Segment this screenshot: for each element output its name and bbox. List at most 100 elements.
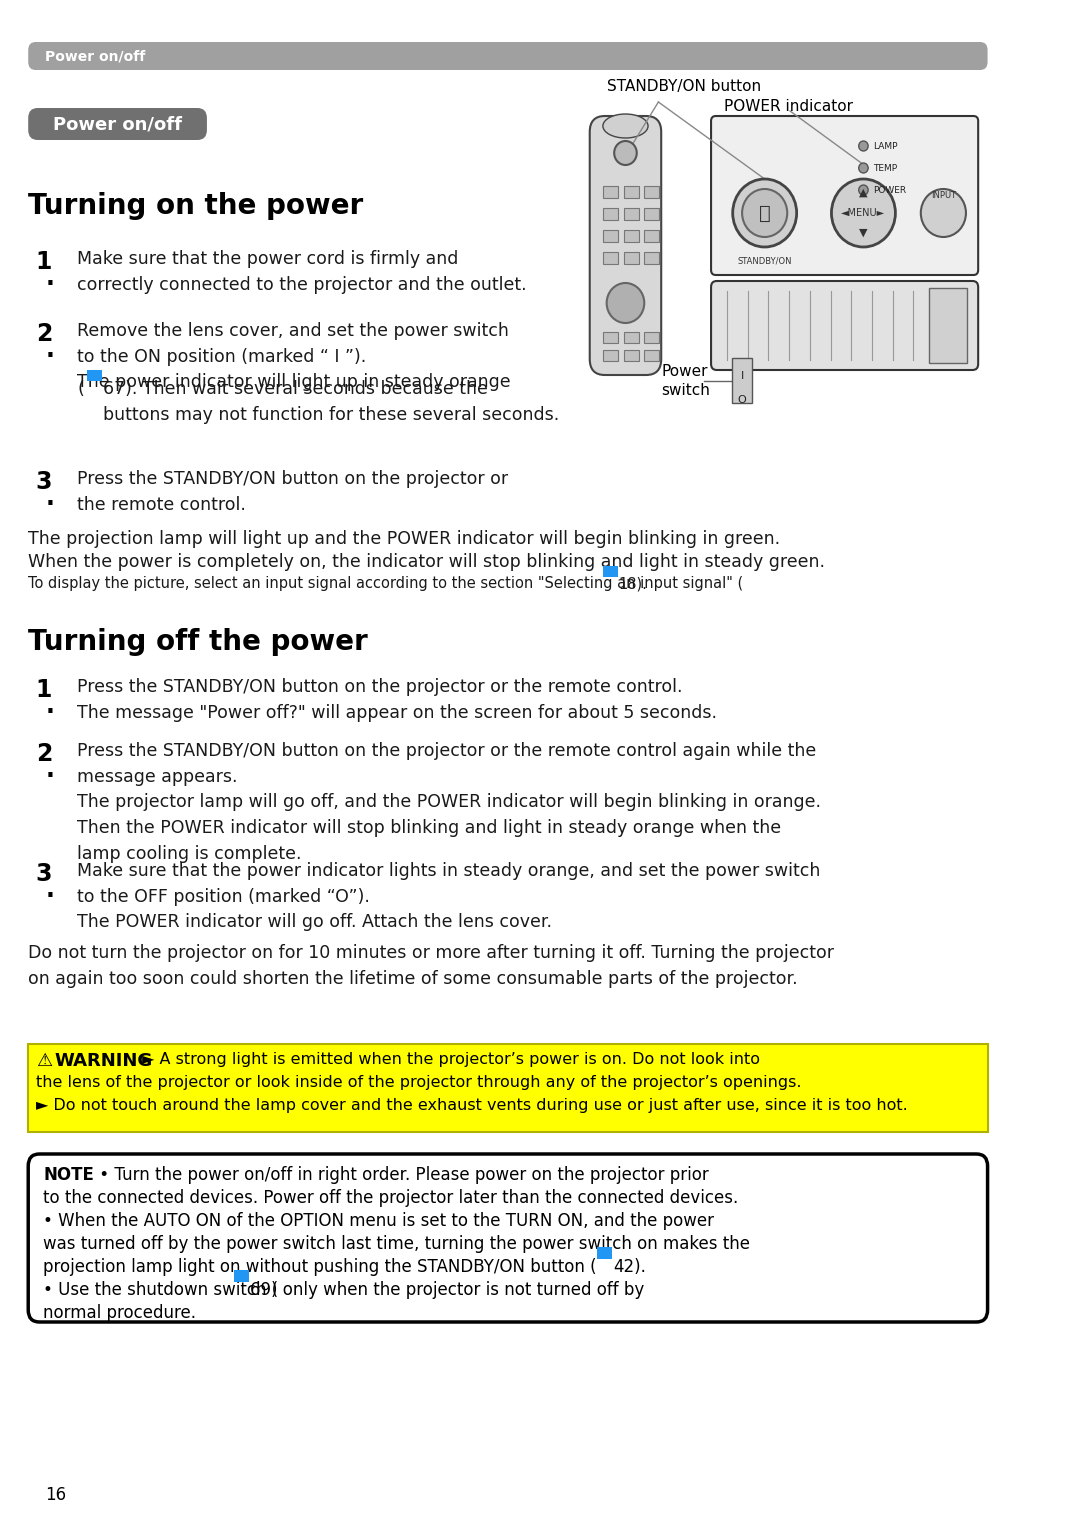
Circle shape [859, 141, 868, 152]
Text: STANDBY/ON: STANDBY/ON [738, 256, 792, 265]
Bar [645, 185, 659, 198]
FancyBboxPatch shape [711, 280, 978, 371]
Text: .: . [45, 878, 54, 902]
Bar [645, 251, 659, 264]
Bar [603, 185, 618, 198]
Text: 2: 2 [36, 741, 52, 766]
Circle shape [859, 185, 868, 195]
Bar [623, 185, 638, 198]
Text: 16: 16 [45, 1486, 66, 1504]
Circle shape [607, 283, 645, 323]
Text: TEMP: TEMP [873, 164, 897, 173]
Bar [603, 208, 618, 221]
Text: WARNING: WARNING [55, 1052, 152, 1069]
Text: 3: 3 [36, 470, 52, 493]
Bar [603, 565, 610, 578]
Text: 1: 1 [36, 679, 52, 702]
Text: .: . [45, 339, 54, 362]
Text: (: ( [77, 380, 84, 398]
Bar [645, 208, 659, 221]
Text: ▼: ▼ [860, 228, 867, 237]
Text: Power on/off: Power on/off [45, 49, 146, 63]
Circle shape [832, 179, 895, 247]
Bar [645, 332, 659, 343]
Bar [623, 251, 638, 264]
Bar [603, 349, 618, 362]
Text: POWER indicator: POWER indicator [725, 100, 853, 113]
FancyBboxPatch shape [28, 1154, 987, 1322]
Text: the lens of the projector or look inside of the projector through any of the pro: the lens of the projector or look inside… [36, 1075, 801, 1089]
Text: When the power is completely on, the indicator will stop blinking and light in s: When the power is completely on, the ind… [28, 553, 825, 571]
Text: Remove the lens cover, and set the power switch
to the ON position (marked “ I ”: Remove the lens cover, and set the power… [77, 322, 511, 391]
FancyBboxPatch shape [28, 41, 987, 70]
Bar [610, 565, 618, 578]
Text: Press the STANDBY/ON button on the projector or the remote control.
The message : Press the STANDBY/ON button on the proje… [77, 679, 717, 722]
Text: • Use the shutdown switch (: • Use the shutdown switch ( [43, 1281, 279, 1299]
Bar [623, 349, 638, 362]
Text: 18).: 18). [619, 576, 648, 591]
Text: ◄MENU►: ◄MENU► [841, 208, 886, 218]
Text: Power on/off: Power on/off [53, 115, 183, 133]
Text: ⚠: ⚠ [36, 1052, 52, 1069]
Text: INPUT: INPUT [931, 192, 956, 201]
Text: • When the AUTO ON of the OPTION menu is set to the TURN ON, and the power: • When the AUTO ON of the OPTION menu is… [43, 1212, 714, 1230]
FancyBboxPatch shape [711, 116, 978, 276]
Text: To display the picture, select an input signal according to the section "Selecti: To display the picture, select an input … [28, 576, 743, 591]
Bar [732, 358, 753, 403]
Bar [603, 251, 618, 264]
Text: 2: 2 [36, 322, 52, 346]
Text: I: I [741, 371, 744, 381]
Bar [242, 1270, 249, 1282]
Bar [645, 230, 659, 242]
Bar [623, 208, 638, 221]
Text: Turning on the power: Turning on the power [28, 192, 364, 221]
Text: ► A strong light is emitted when the projector’s power is on. Do not look into: ► A strong light is emitted when the pro… [137, 1052, 760, 1066]
Text: O: O [738, 395, 746, 404]
Bar [28, 1043, 987, 1132]
Text: STANDBY/ON button: STANDBY/ON button [607, 80, 760, 93]
Bar [623, 332, 638, 343]
Bar [603, 332, 618, 343]
FancyBboxPatch shape [28, 107, 207, 139]
Text: POWER: POWER [873, 185, 906, 195]
Bar [929, 288, 967, 363]
Text: • Turn the power on/off in right order. Please power on the projector prior: • Turn the power on/off in right order. … [94, 1166, 708, 1184]
Circle shape [859, 162, 868, 173]
Bar [603, 230, 618, 242]
Text: Press the STANDBY/ON button on the projector or the remote control again while t: Press the STANDBY/ON button on the proje… [77, 741, 821, 863]
Bar [597, 1247, 605, 1259]
Text: .: . [45, 486, 54, 510]
Circle shape [742, 188, 787, 237]
Text: 42).: 42). [613, 1258, 646, 1276]
Text: .: . [45, 758, 54, 781]
Circle shape [732, 179, 797, 247]
Text: was turned off by the power switch last time, turning the power switch on makes : was turned off by the power switch last … [43, 1235, 751, 1253]
Bar [86, 371, 94, 381]
Text: ▲: ▲ [860, 188, 867, 198]
Ellipse shape [603, 113, 648, 138]
Text: normal procedure.: normal procedure. [43, 1304, 197, 1322]
Bar [94, 371, 102, 381]
Text: The projection lamp will light up and the POWER indicator will begin blinking in: The projection lamp will light up and th… [28, 530, 781, 548]
FancyBboxPatch shape [590, 116, 661, 375]
Circle shape [921, 188, 966, 237]
Text: Make sure that the power indicator lights in steady orange, and set the power sw: Make sure that the power indicator light… [77, 863, 821, 931]
Text: to the connected devices. Power off the projector later than the connected devic: to the connected devices. Power off the … [43, 1189, 739, 1207]
Text: 67). Then wait several seconds because the
buttons may not function for these se: 67). Then wait several seconds because t… [103, 380, 558, 424]
Text: 69) only when the projector is not turned off by: 69) only when the projector is not turne… [251, 1281, 645, 1299]
Text: Turning off the power: Turning off the power [28, 628, 368, 656]
Bar [234, 1270, 242, 1282]
Circle shape [615, 141, 637, 165]
Text: Power
switch: Power switch [661, 363, 710, 398]
Text: Make sure that the power cord is firmly and
correctly connected to the projector: Make sure that the power cord is firmly … [77, 250, 527, 294]
Text: 1: 1 [36, 250, 52, 274]
Text: Press the STANDBY/ON button on the projector or
the remote control.: Press the STANDBY/ON button on the proje… [77, 470, 509, 513]
Bar [623, 230, 638, 242]
Text: .: . [45, 267, 54, 290]
Text: ► Do not touch around the lamp cover and the exhaust vents during use or just af: ► Do not touch around the lamp cover and… [36, 1098, 907, 1114]
Bar [605, 1247, 612, 1259]
Text: .: . [45, 694, 54, 719]
Text: 3: 3 [36, 863, 52, 885]
Bar [645, 349, 659, 362]
Text: projection lamp light on without pushing the STANDBY/ON button (: projection lamp light on without pushing… [43, 1258, 597, 1276]
